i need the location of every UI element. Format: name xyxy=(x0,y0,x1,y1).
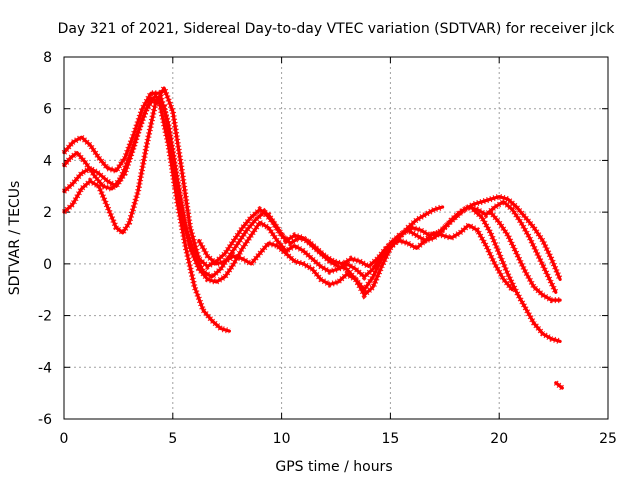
plot-frame xyxy=(63,56,609,420)
series-5 xyxy=(196,221,515,295)
series-4 xyxy=(62,80,445,300)
x-tick-label: 25 xyxy=(599,431,617,447)
series-8-line xyxy=(554,381,564,390)
x-tick-label: 5 xyxy=(168,431,177,447)
series-7-line xyxy=(488,210,562,302)
series-6-line xyxy=(471,208,562,343)
series-3 xyxy=(61,94,231,334)
x-tick-labels: 0 5 10 15 20 25 xyxy=(60,431,617,447)
y-tick-label: 2 xyxy=(43,205,52,221)
x-tick-label: 20 xyxy=(490,431,508,447)
series-6 xyxy=(471,207,562,345)
y-tick-label: 8 xyxy=(43,50,52,66)
series-5-line xyxy=(197,223,514,292)
y-tick-label: -6 xyxy=(38,412,52,428)
y-tick-labels: -6 -4 -2 0 2 4 6 8 xyxy=(38,50,52,428)
y-tick-label: 0 xyxy=(43,257,52,273)
y-tick-label: 6 xyxy=(43,102,52,118)
data-series xyxy=(61,80,565,391)
x-tick-label: 0 xyxy=(60,431,69,447)
x-axis-label: GPS time / hours xyxy=(275,459,392,475)
y-axis-label: SDTVAR / TECUs xyxy=(7,181,23,296)
y-tick-label: 4 xyxy=(43,153,52,169)
series-8 xyxy=(553,380,565,391)
x-tick-label: 10 xyxy=(273,431,291,447)
y-tick-label: -2 xyxy=(38,309,52,325)
y-tick-label: -4 xyxy=(38,360,52,376)
chart-title: Day 321 of 2021, Sidereal Day-to-day VTE… xyxy=(58,21,616,37)
series-4-line xyxy=(62,86,445,297)
x-tick-label: 15 xyxy=(381,431,399,447)
gridlines xyxy=(64,57,608,419)
series-3-line xyxy=(62,96,231,333)
series-7 xyxy=(488,210,562,304)
